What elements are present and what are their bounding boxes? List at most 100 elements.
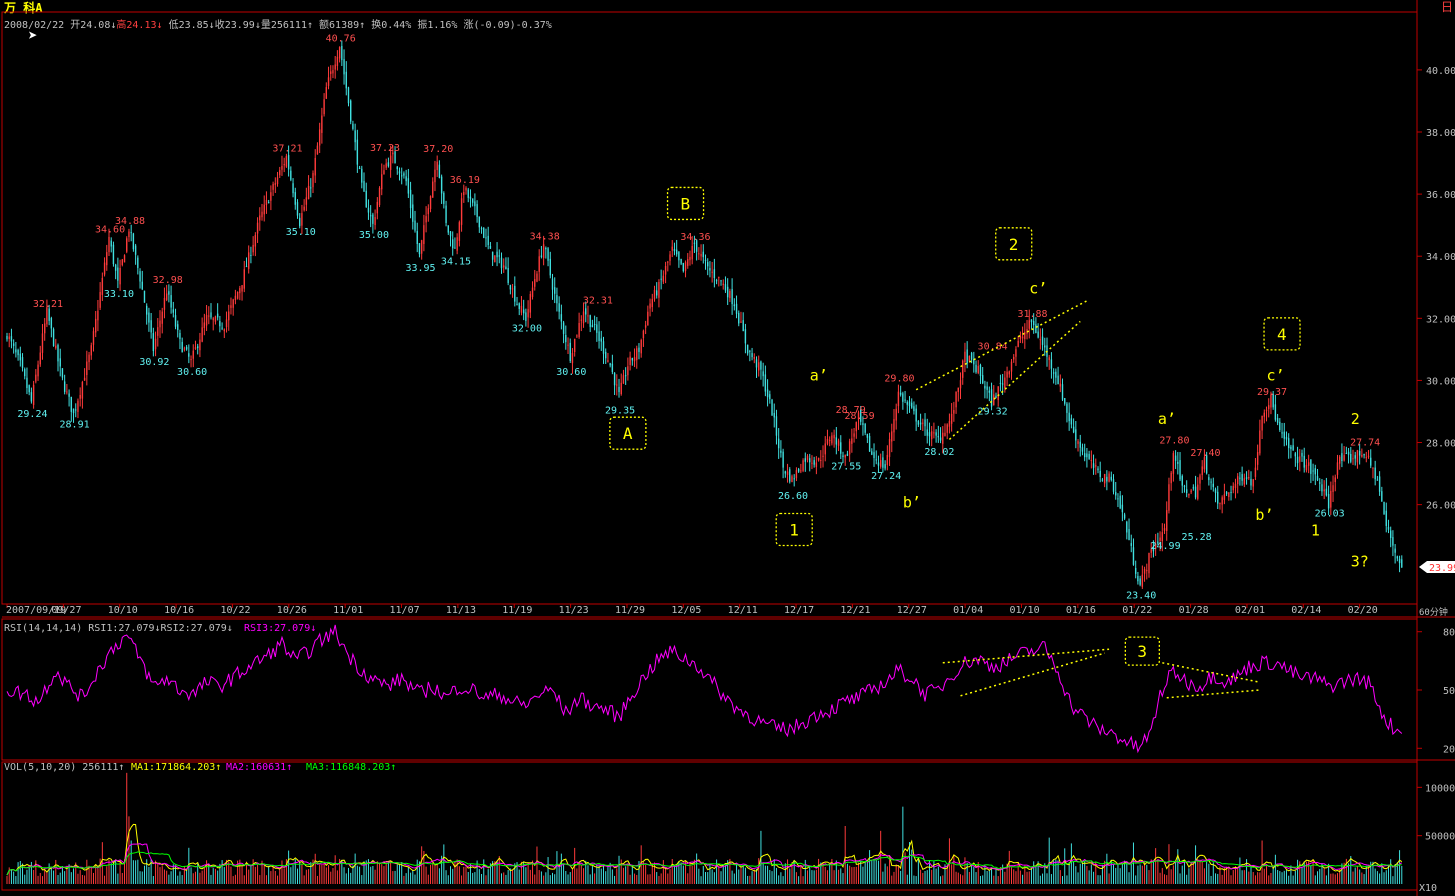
candle-body [352,123,354,129]
candle-body [119,267,121,285]
candle-body [420,240,423,254]
candle-body [609,363,611,366]
candle-body [43,323,46,334]
wave-label: 4 [1277,325,1287,344]
candle-body [243,269,245,289]
candle-body [981,375,984,384]
candle-body [924,419,926,427]
candle-body [514,285,516,302]
high-price-label: 37.21 [272,144,302,155]
candle-body [177,324,179,331]
candle-body [381,174,383,190]
candle-body [953,410,955,414]
candle-body [443,192,445,204]
candle-body [979,364,982,377]
candle-body [183,348,186,350]
candle-body [63,381,66,392]
candle-body [365,190,367,207]
candle-body [303,206,305,211]
low-price-label: 35.10 [286,227,316,238]
candle-body [589,315,591,327]
rsi-legend-rsi3: RSI3:27.079↓ [244,623,316,634]
candle-body [394,151,396,164]
candle-body [199,339,201,351]
candle-body [97,310,99,321]
candle-body [1188,493,1190,496]
candle-body [587,315,589,317]
candle-body [168,291,170,295]
candle-body [930,431,933,440]
wave-box [609,416,647,450]
candle-body [1041,336,1044,345]
x-tick-label: 12/27 [897,605,927,616]
candle-body [1345,453,1348,455]
candle-body [558,303,560,312]
candle-body [350,100,352,122]
candle-body [911,402,913,408]
candle-body [1363,453,1365,456]
vol-y-tick-label: 50000 [1425,832,1455,843]
x-tick-label: 11/19 [502,605,532,616]
candle-body [631,358,634,361]
candle-body [875,459,877,461]
x-tick-label: 02/14 [1291,605,1321,616]
candle-body [1168,484,1170,511]
candle-body [891,431,893,442]
candle-body [161,311,163,324]
candle-body [1236,476,1239,485]
price-y-tick-label: 30.00 [1426,376,1455,387]
candle-body [1088,453,1090,459]
candle-body [245,266,248,268]
candle-body [307,185,310,200]
candle-body [83,377,86,381]
candle-body [338,47,341,59]
candle-body [826,438,829,444]
candle-body [919,422,922,425]
candle-body [252,244,254,253]
close-label: 收 [214,20,225,31]
candle-body [325,87,328,99]
vol-y-tick-label: 100000 [1425,783,1455,794]
candle-body [1285,436,1288,440]
candle-body [1174,455,1177,461]
candle-body [536,273,538,282]
x-tick-label: 12/11 [728,605,758,616]
candle-body [1281,432,1283,434]
rsi-wave-label: 3 [1137,642,1147,661]
candle-body [358,167,361,169]
candle-body [817,457,820,461]
candle-body [775,416,778,436]
candle-body [323,99,325,115]
candle-body [1385,510,1387,526]
candle-body [713,269,716,279]
candle-body [259,215,261,221]
top-right-label[interactable]: 日 [1440,0,1453,14]
candle-body [571,353,574,364]
candle-body [24,369,26,377]
candle-body [848,441,851,455]
candle-body [999,382,1002,385]
candle-body [1179,460,1181,480]
candle-body [363,181,365,192]
candle-body [88,354,90,363]
candle-body [888,439,891,457]
candle-body [1192,487,1195,489]
candle-body [108,236,110,253]
candle-body [17,350,19,356]
candle-body [236,291,239,299]
candle-body [188,353,190,357]
candle-body [616,384,618,386]
candle-body [256,222,259,234]
candle-body [531,287,534,297]
high-price-label: 29.80 [884,374,914,385]
candle-body [1248,477,1250,479]
candle-body [434,169,436,183]
low-label: 低 [168,20,179,31]
candle-body [1021,336,1024,339]
vol-ma1-line [6,823,1403,876]
candle-body [301,213,303,226]
candle-body [944,432,946,437]
candle-body [314,157,316,176]
candle-body [1250,478,1252,486]
